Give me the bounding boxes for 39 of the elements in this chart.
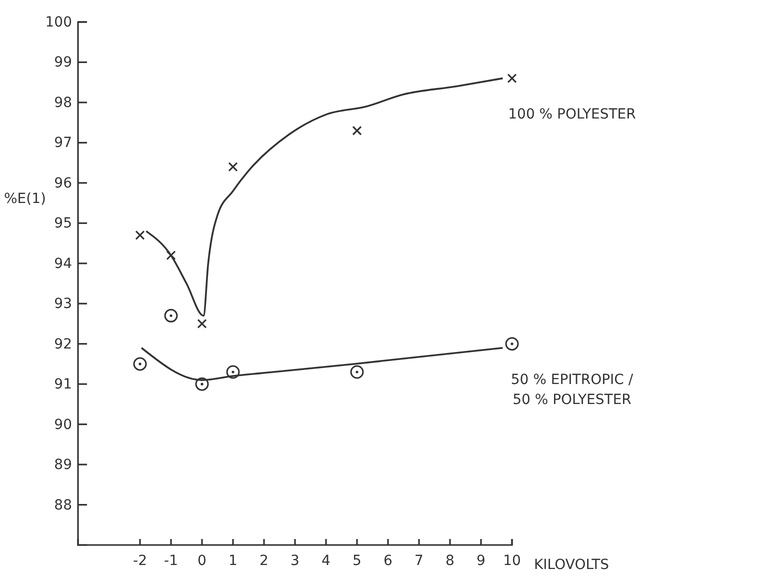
point: [164, 308, 178, 322]
x-axis-title: KILOVOLTS: [534, 557, 610, 573]
y-tick-label: 93: [54, 296, 72, 312]
x-tick-label: 5: [352, 552, 362, 569]
point: [228, 162, 238, 172]
x-tick-label: 0: [198, 552, 206, 569]
x-tick-label: -2: [133, 552, 147, 569]
point: [197, 318, 207, 329]
x-tick-label: 6: [384, 552, 393, 569]
y-tick-label: 96: [54, 175, 72, 192]
y-tick-label: 91: [54, 376, 72, 393]
series-label: 50 % EPITROPIC / 50 % POLYESTER: [510, 372, 634, 408]
point: [350, 365, 364, 379]
point: [166, 250, 176, 260]
y-tick-label: 97: [54, 135, 72, 152]
y-tick-label: 98: [54, 94, 72, 111]
x-tick-label: 3: [290, 552, 300, 569]
x-tick-label: 4: [322, 552, 331, 569]
x-tick-label: 8: [446, 552, 454, 569]
y-tick-label: 90: [54, 416, 72, 433]
y-tick-label: 92: [54, 336, 72, 352]
y-tick-label: 94: [54, 256, 72, 272]
x-tick-label: 1: [228, 552, 238, 569]
x-tick-label: 7: [414, 552, 424, 569]
x-tick-label: 2: [260, 552, 268, 569]
y-tick-label: 95: [54, 216, 72, 232]
point: [507, 74, 517, 84]
y-tick-label: 89: [54, 457, 72, 474]
y-tick-label: 100: [45, 14, 72, 30]
y-tick-label: 88: [54, 497, 72, 514]
series-label: 100 % POLYESTER: [508, 106, 636, 122]
point: [352, 126, 362, 136]
y-tick-label: 99: [54, 54, 72, 71]
x-tick-label: 10: [503, 552, 521, 569]
point: [505, 337, 519, 351]
y-axis-title: %E(1): [4, 190, 46, 207]
point: [133, 357, 147, 371]
x-tick-label: 9: [476, 552, 486, 569]
x-tick-label: -1: [164, 552, 178, 569]
